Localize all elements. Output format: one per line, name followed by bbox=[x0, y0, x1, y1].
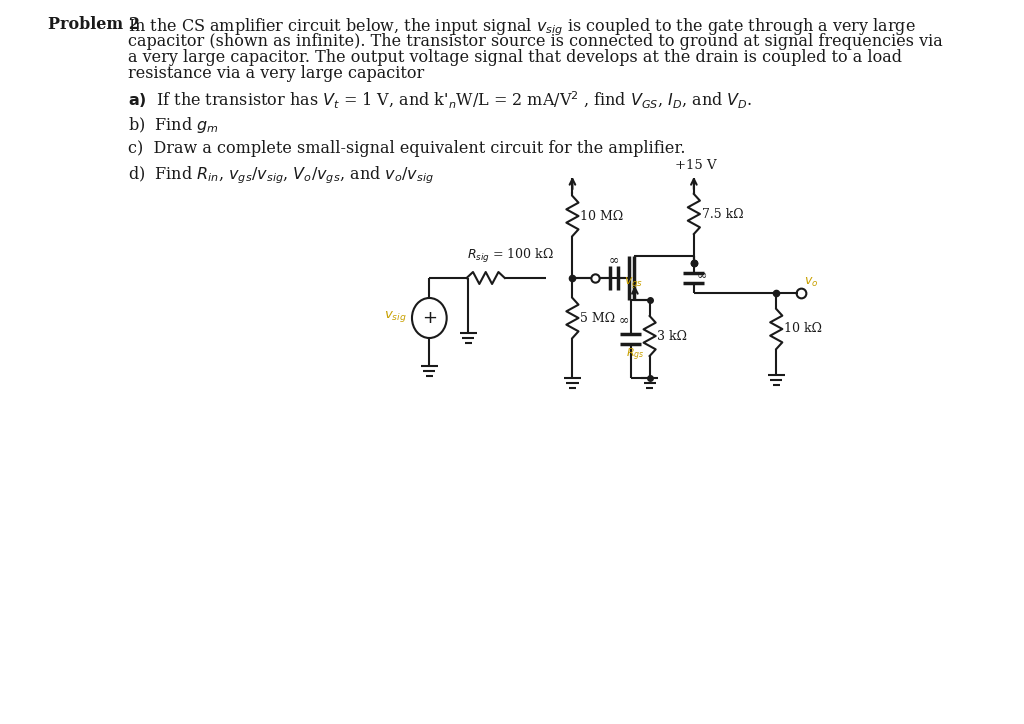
Text: a very large capacitor. The output voltage signal that develops at the drain is : a very large capacitor. The output volta… bbox=[128, 49, 902, 66]
Text: d)  Find $R_{in}$, $v_{gs}/v_{sig}$, $V_o/v_{gs}$, and $v_o/v_{sig}$: d) Find $R_{in}$, $v_{gs}/v_{sig}$, $V_o… bbox=[128, 164, 434, 186]
Text: 10 kΩ: 10 kΩ bbox=[784, 322, 822, 335]
Text: In the CS amplifier circuit below, the input signal $v_{sig}$ is coupled to the : In the CS amplifier circuit below, the i… bbox=[128, 16, 916, 38]
Text: $v_{gs}$: $v_{gs}$ bbox=[625, 276, 644, 290]
Text: b)  Find $g_m$: b) Find $g_m$ bbox=[128, 115, 219, 135]
Text: 10 MΩ: 10 MΩ bbox=[581, 209, 624, 222]
Text: resistance via a very large capacitor: resistance via a very large capacitor bbox=[128, 65, 425, 83]
Text: ∞: ∞ bbox=[696, 269, 707, 282]
Text: 3 kΩ: 3 kΩ bbox=[656, 329, 686, 342]
Text: Problem 2: Problem 2 bbox=[48, 16, 139, 33]
Text: 7.5 kΩ: 7.5 kΩ bbox=[701, 208, 743, 221]
Text: +: + bbox=[422, 309, 437, 327]
Text: $\mathbf{a)}$  If the transistor has $V_t$ = 1 V, and k$'_n$W/L = 2 mA/V$^2$ , f: $\mathbf{a)}$ If the transistor has $V_t… bbox=[128, 90, 753, 111]
Text: +15 V: +15 V bbox=[675, 159, 717, 172]
Text: capacitor (shown as infinite). The transistor source is connected to ground at s: capacitor (shown as infinite). The trans… bbox=[128, 33, 943, 49]
Text: c)  Draw a complete small-signal equivalent circuit for the amplifier.: c) Draw a complete small-signal equivale… bbox=[128, 140, 686, 157]
Text: $v_{sig}$: $v_{sig}$ bbox=[384, 308, 407, 324]
Text: ∞: ∞ bbox=[609, 253, 620, 266]
Text: $R_{gs}$: $R_{gs}$ bbox=[626, 347, 644, 363]
Text: 5 MΩ: 5 MΩ bbox=[581, 311, 615, 324]
Text: ∞: ∞ bbox=[618, 313, 629, 327]
Text: $v_o$: $v_o$ bbox=[804, 276, 818, 289]
Text: $R_{sig}$ = 100 kΩ: $R_{sig}$ = 100 kΩ bbox=[467, 247, 554, 265]
